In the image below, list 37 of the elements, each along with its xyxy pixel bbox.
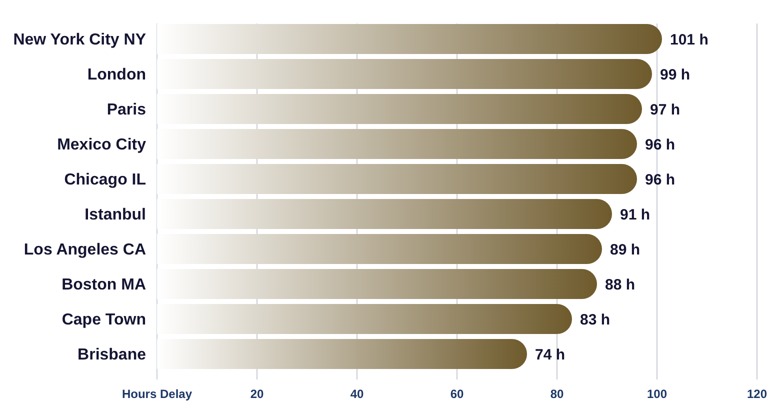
y-tick-label: Los Angeles CA xyxy=(24,242,146,259)
data-label: 96 h xyxy=(645,171,676,188)
data-label: 83 h xyxy=(580,311,610,328)
y-tick-label: Mexico City xyxy=(57,136,146,154)
y-tick-label: Chicago IL xyxy=(64,172,146,189)
y-tick-label: London xyxy=(87,66,146,84)
x-tick-label: 40 xyxy=(350,387,364,402)
y-tick-label: New York City NY xyxy=(13,32,146,49)
data-label: 88 h xyxy=(605,276,636,294)
bar xyxy=(157,268,597,300)
data-label: 96 h xyxy=(645,136,676,154)
data-label: 89 h xyxy=(610,241,640,258)
bar xyxy=(157,94,642,124)
bar xyxy=(157,58,652,90)
bar xyxy=(157,304,572,334)
bar xyxy=(157,234,602,264)
data-label: 74 h xyxy=(535,346,566,364)
data-label: 101 h xyxy=(670,31,708,48)
y-tick-label: Paris xyxy=(106,102,146,119)
x-tick-label: 60 xyxy=(450,387,464,402)
x-tick-label: 100 xyxy=(646,387,668,402)
x-tick-label: 20 xyxy=(250,387,264,402)
y-tick-label: Cape Town xyxy=(62,312,146,329)
x-axis-title: Hours Delay xyxy=(122,387,192,402)
x-tick-label: 120 xyxy=(746,387,768,402)
data-label: 91 h xyxy=(620,206,650,224)
y-tick-label: Brisbane xyxy=(78,346,146,364)
x-tick-label: 80 xyxy=(550,387,564,402)
bar xyxy=(157,128,637,160)
data-label: 97 h xyxy=(650,101,680,118)
data-label: 99 h xyxy=(660,66,690,84)
bar xyxy=(157,338,527,370)
y-tick-label: Istanbul xyxy=(84,206,146,224)
bar xyxy=(157,24,662,54)
bar xyxy=(157,198,612,230)
bar xyxy=(157,164,637,194)
y-tick-label: Boston MA xyxy=(62,276,146,294)
